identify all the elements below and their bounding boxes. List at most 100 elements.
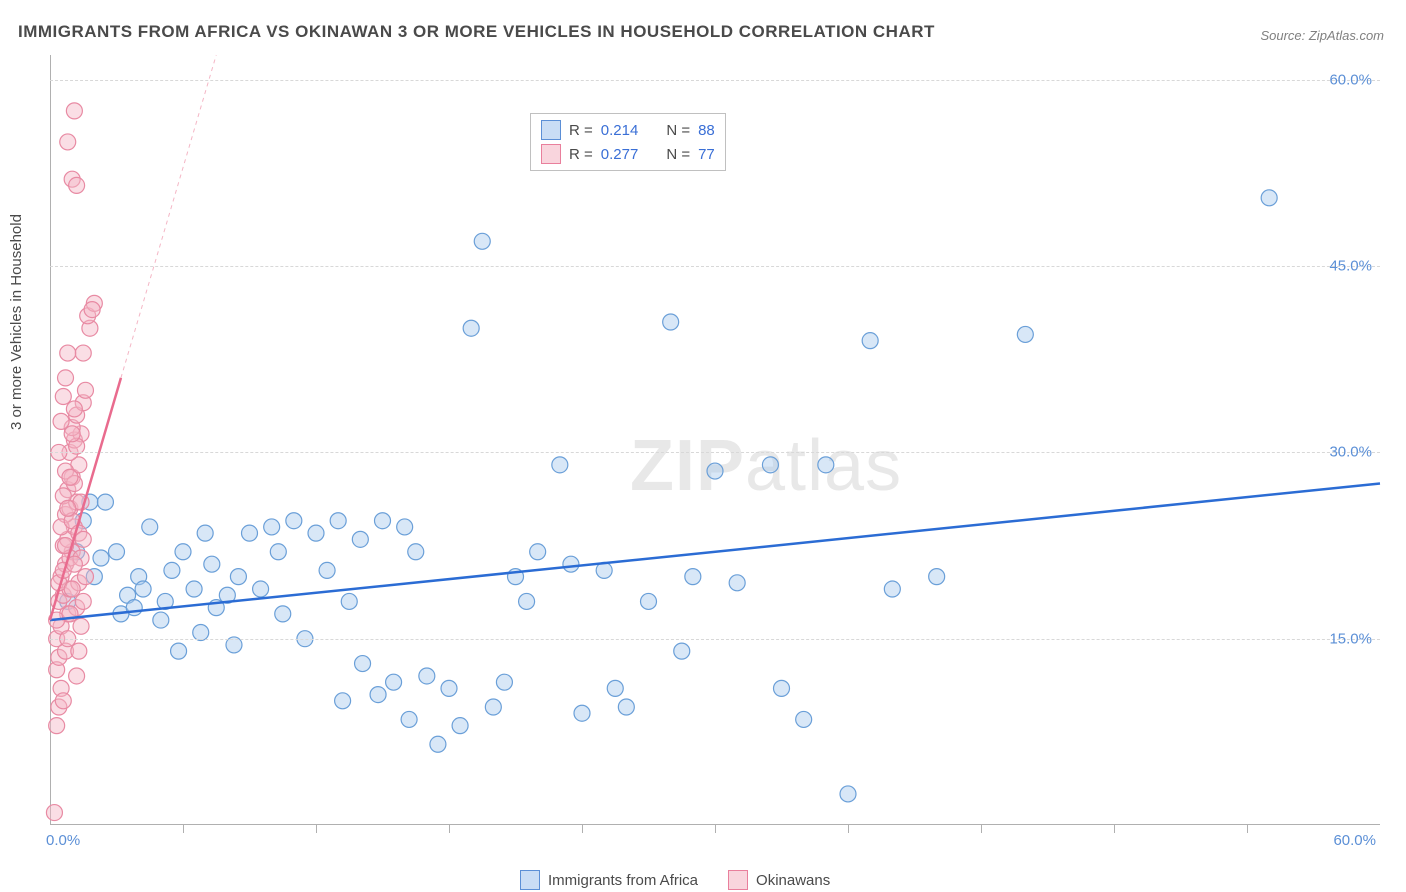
stats-legend: R = 0.214 N = 88 R = 0.277 N = 77 (530, 113, 726, 171)
data-point (729, 575, 745, 591)
data-point (71, 643, 87, 659)
n-label: N = (666, 146, 690, 163)
data-point (618, 699, 634, 715)
n-value-pink: 77 (698, 146, 715, 163)
x-tick-label-min: 0.0% (46, 832, 80, 849)
data-point (1261, 190, 1277, 206)
gridline (50, 452, 1380, 453)
r-value-blue: 0.214 (601, 122, 639, 139)
data-point (64, 426, 80, 442)
legend-label-africa: Immigrants from Africa (548, 872, 698, 889)
data-point (452, 718, 468, 734)
data-point (401, 711, 417, 727)
bottom-legend: Immigrants from Africa Okinawans (520, 870, 830, 890)
data-point (430, 736, 446, 752)
data-point (66, 103, 82, 119)
data-point (552, 457, 568, 473)
x-tick (715, 825, 716, 833)
data-point (58, 370, 74, 386)
x-tick (1247, 825, 1248, 833)
data-point (574, 705, 590, 721)
data-point (674, 643, 690, 659)
data-point (77, 382, 93, 398)
data-point (355, 656, 371, 672)
r-label: R = (569, 122, 593, 139)
data-point (463, 320, 479, 336)
data-point (186, 581, 202, 597)
legend-label-okinawans: Okinawans (756, 872, 830, 889)
data-point (370, 687, 386, 703)
data-point (66, 401, 82, 417)
data-point (1017, 326, 1033, 342)
data-point (197, 525, 213, 541)
y-tick-label: 15.0% (1329, 630, 1372, 647)
x-tick-label-max: 60.0% (1333, 832, 1376, 849)
data-point (84, 302, 100, 318)
x-tick (582, 825, 583, 833)
r-value-pink: 0.277 (601, 146, 639, 163)
data-point (286, 513, 302, 529)
data-point (474, 233, 490, 249)
data-point (171, 643, 187, 659)
legend-item-africa: Immigrants from Africa (520, 870, 698, 890)
data-point (253, 581, 269, 597)
data-point (69, 668, 85, 684)
data-point (46, 805, 62, 821)
data-point (563, 556, 579, 572)
data-point (641, 593, 657, 609)
r-label: R = (569, 146, 593, 163)
data-point (164, 562, 180, 578)
legend-item-okinawans: Okinawans (728, 870, 830, 890)
data-point (73, 618, 89, 634)
trend-extrapolation (121, 55, 216, 378)
data-point (135, 581, 151, 597)
data-point (275, 606, 291, 622)
chart-area: ZIPatlas R = 0.214 N = 88 R = 0.277 N = … (50, 55, 1380, 825)
x-tick (316, 825, 317, 833)
data-point (204, 556, 220, 572)
x-tick (183, 825, 184, 833)
data-point (60, 500, 76, 516)
source-label: Source: ZipAtlas.com (1260, 28, 1384, 43)
y-tick-label: 30.0% (1329, 444, 1372, 461)
data-point (485, 699, 501, 715)
data-point (64, 581, 80, 597)
data-point (270, 544, 286, 560)
data-point (126, 600, 142, 616)
legend-row-blue: R = 0.214 N = 88 (541, 118, 715, 142)
x-tick (848, 825, 849, 833)
data-point (408, 544, 424, 560)
n-label: N = (666, 122, 690, 139)
y-tick-label: 45.0% (1329, 258, 1372, 275)
data-point (75, 345, 91, 361)
data-point (707, 463, 723, 479)
legend-swatch-blue (541, 120, 561, 140)
data-point (230, 569, 246, 585)
chart-title: IMMIGRANTS FROM AFRICA VS OKINAWAN 3 OR … (18, 22, 935, 42)
data-point (308, 525, 324, 541)
data-point (53, 413, 69, 429)
data-point (319, 562, 335, 578)
data-point (862, 333, 878, 349)
legend-swatch-blue-icon (520, 870, 540, 890)
data-point (175, 544, 191, 560)
data-point (69, 177, 85, 193)
trend-line (50, 483, 1380, 620)
n-value-blue: 88 (698, 122, 715, 139)
data-point (49, 718, 65, 734)
data-point (242, 525, 258, 541)
data-point (419, 668, 435, 684)
data-point (840, 786, 856, 802)
data-point (519, 593, 535, 609)
data-point (153, 612, 169, 628)
y-tick-label: 60.0% (1329, 71, 1372, 88)
data-point (530, 544, 546, 560)
data-point (109, 544, 125, 560)
x-tick (981, 825, 982, 833)
legend-swatch-pink (541, 144, 561, 164)
legend-row-pink: R = 0.277 N = 77 (541, 142, 715, 166)
data-point (929, 569, 945, 585)
data-point (607, 680, 623, 696)
data-point (762, 457, 778, 473)
data-point (55, 693, 71, 709)
